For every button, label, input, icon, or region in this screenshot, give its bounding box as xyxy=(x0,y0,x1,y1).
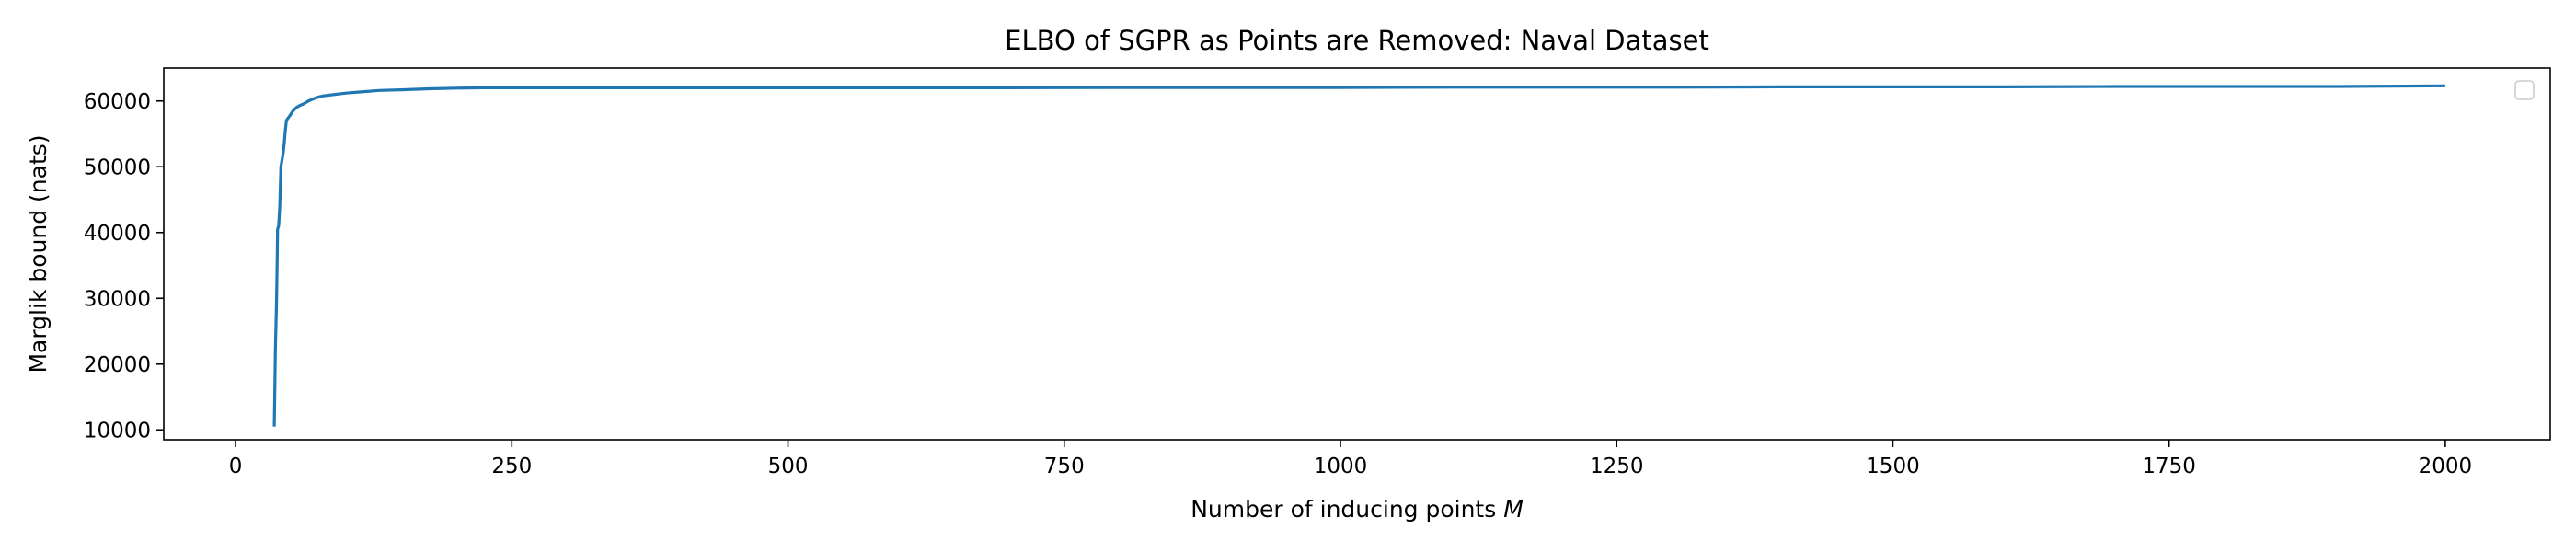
legend-box xyxy=(2514,80,2535,100)
plot-frame xyxy=(163,67,2551,441)
x-tick-label: 1250 xyxy=(1590,454,1644,478)
x-tick-label: 0 xyxy=(229,454,243,478)
chart-title: ELBO of SGPR as Points are Removed: Nava… xyxy=(1005,25,1709,56)
y-axis-label: Marglik bound (nats) xyxy=(25,134,52,373)
y-tick-label: 20000 xyxy=(84,353,151,377)
y-tick-label: 60000 xyxy=(84,90,151,114)
plot-area xyxy=(163,67,2551,441)
x-axis: 0 250 500 750 1000 1250 1500 1750 2000 xyxy=(229,440,2472,478)
y-tick-label: 30000 xyxy=(84,287,151,311)
x-tick-label: 500 xyxy=(768,454,809,478)
x-tick-label: 1500 xyxy=(1866,454,1920,478)
x-tick-label: 2000 xyxy=(2419,454,2473,478)
y-axis: 10000 20000 30000 40000 50000 60000 xyxy=(84,90,164,443)
x-tick-label: 1750 xyxy=(2142,454,2196,478)
y-tick-label: 40000 xyxy=(84,222,151,246)
y-tick-label: 10000 xyxy=(84,419,151,443)
y-tick-label: 50000 xyxy=(84,155,151,179)
x-tick-label: 1000 xyxy=(1314,454,1368,478)
x-tick-label: 250 xyxy=(491,454,532,478)
series-line xyxy=(272,84,2445,427)
x-tick-label: 750 xyxy=(1044,454,1085,478)
x-axis-label: Number of inducing points M xyxy=(1190,496,1524,523)
